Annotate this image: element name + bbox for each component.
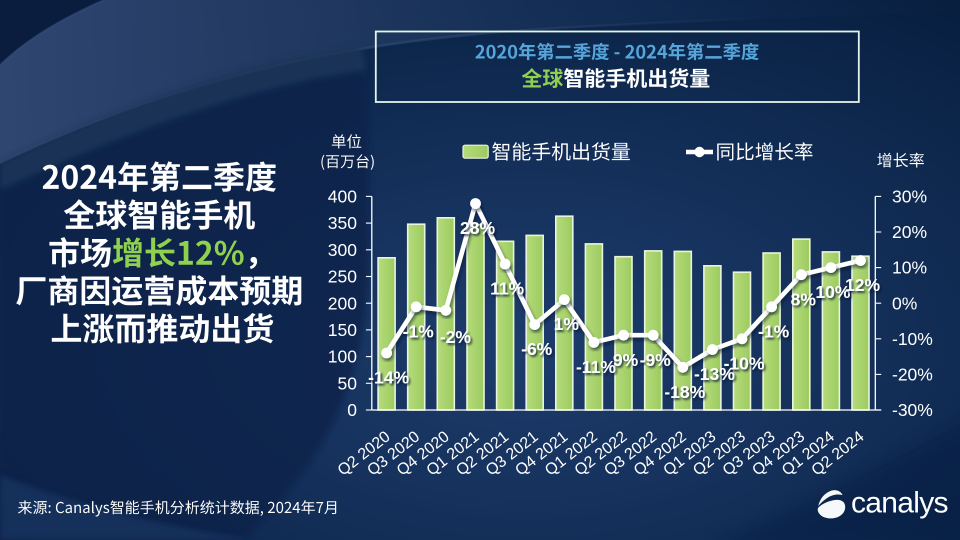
svg-text:11%: 11% <box>490 279 524 299</box>
svg-text:10%: 10% <box>892 258 927 278</box>
svg-text:0: 0 <box>347 400 357 420</box>
svg-text:-1%: -1% <box>758 321 790 341</box>
svg-text:100: 100 <box>328 347 357 367</box>
svg-text:1%: 1% <box>554 314 580 334</box>
svg-text:400: 400 <box>328 187 357 207</box>
svg-text:-10%: -10% <box>892 329 933 349</box>
svg-text:-2%: -2% <box>440 327 472 347</box>
svg-text:0%: 0% <box>892 293 917 313</box>
svg-text:-30%: -30% <box>892 400 933 420</box>
svg-text:-6%: -6% <box>521 339 553 359</box>
svg-text:28%: 28% <box>460 218 495 238</box>
svg-text:-1%: -1% <box>403 321 435 341</box>
svg-text:canalys: canalys <box>851 487 948 520</box>
svg-text:-11%: -11% <box>576 357 616 377</box>
svg-text:8%: 8% <box>791 289 817 309</box>
svg-text:-9%: -9% <box>640 350 672 370</box>
svg-text:200: 200 <box>328 293 357 313</box>
svg-text:300: 300 <box>328 240 357 260</box>
svg-text:30%: 30% <box>892 187 927 207</box>
svg-text:150: 150 <box>328 320 357 340</box>
svg-text:-20%: -20% <box>892 365 933 385</box>
svg-text:-10%: -10% <box>724 353 765 373</box>
svg-text:50: 50 <box>338 373 358 393</box>
svg-text:350: 350 <box>328 213 357 233</box>
svg-text:-18%: -18% <box>664 382 705 402</box>
svg-text:10%: 10% <box>815 282 850 302</box>
svg-text:-14%: -14% <box>368 368 409 388</box>
svg-text:250: 250 <box>328 267 357 287</box>
svg-text:12%: 12% <box>845 275 880 295</box>
svg-text:9%: 9% <box>613 350 639 370</box>
svg-text:20%: 20% <box>892 222 927 242</box>
svg-text:-13%: -13% <box>694 364 735 384</box>
